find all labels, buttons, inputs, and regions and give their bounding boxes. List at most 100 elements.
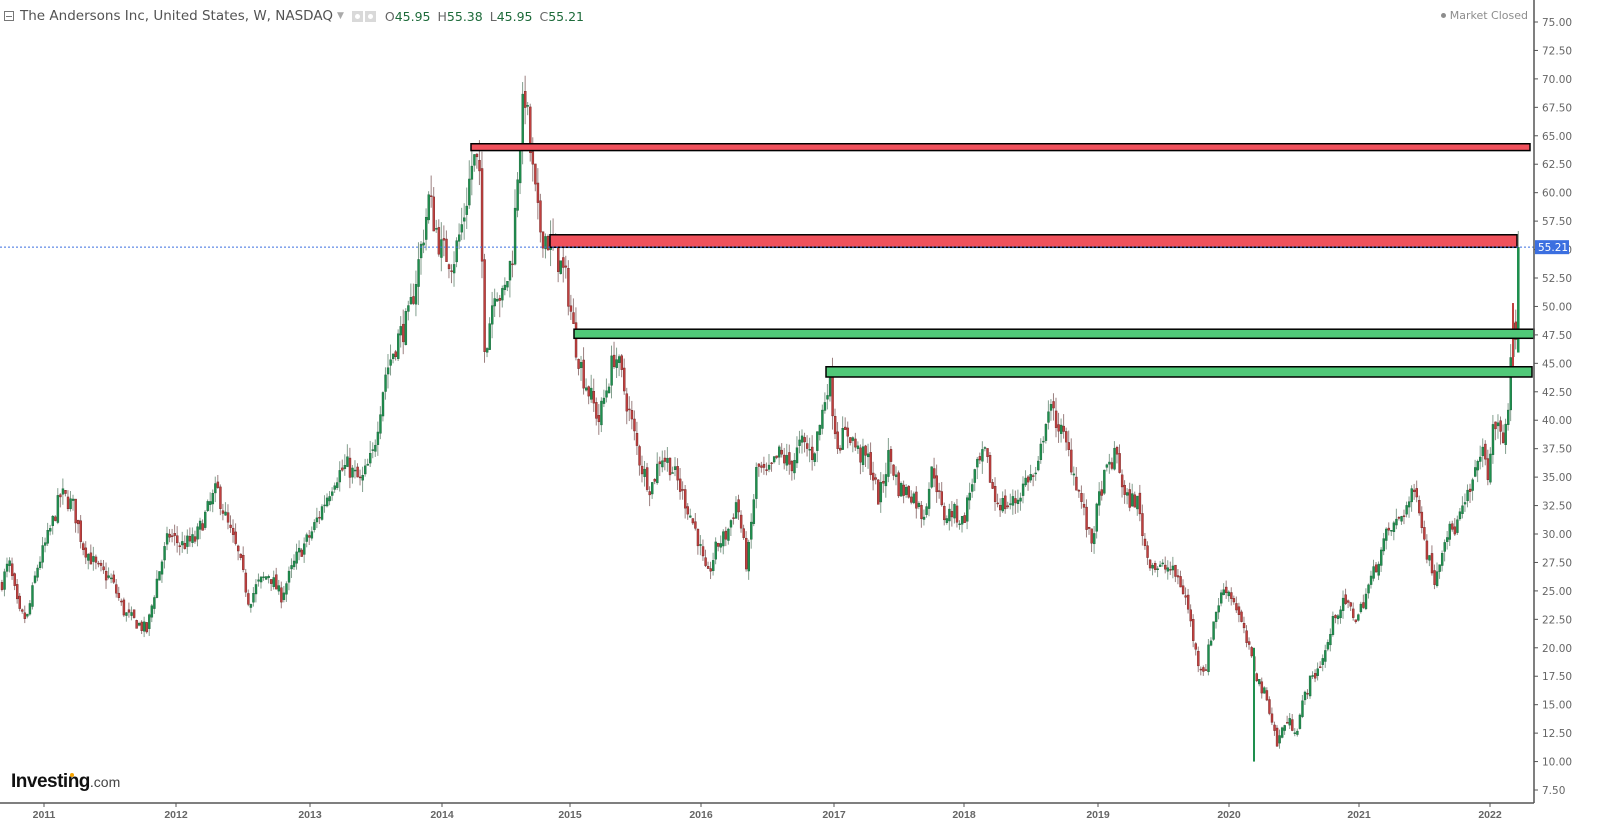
candle <box>66 490 70 512</box>
candle <box>595 397 598 426</box>
candle <box>663 450 667 471</box>
visibility-icon[interactable] <box>351 10 363 22</box>
year-tick-label: 2011 <box>33 809 56 821</box>
candle <box>186 529 189 554</box>
close-label: C <box>539 8 549 24</box>
candle <box>445 230 448 262</box>
candle <box>1486 449 1490 486</box>
last-price-badge <box>1535 240 1569 255</box>
candle <box>308 530 311 546</box>
candle <box>1217 598 1220 620</box>
candle <box>653 478 656 485</box>
candle <box>386 354 390 389</box>
price-tick-label: 45.00 <box>1542 358 1572 370</box>
candle <box>389 344 392 376</box>
candle <box>112 570 115 584</box>
candle <box>475 153 479 169</box>
chevron-down-icon[interactable]: ▼ <box>336 11 344 21</box>
candle <box>747 539 750 580</box>
candle <box>943 502 946 526</box>
collapse-icon[interactable] <box>4 11 14 21</box>
candle <box>564 255 568 279</box>
candle <box>89 544 93 565</box>
candle <box>1232 595 1236 605</box>
candle <box>343 454 347 476</box>
price-tick-label: 15.00 <box>1542 700 1572 712</box>
candle <box>1184 587 1187 605</box>
candle <box>18 593 21 612</box>
candle <box>33 571 37 585</box>
candle <box>1354 619 1358 624</box>
candle <box>437 219 441 257</box>
price-axis[interactable]: 75.00 72.50 70.00 67.50 65.00 62.50 60.00 57.50… <box>1533 0 1572 803</box>
candle <box>234 523 237 546</box>
candle <box>1499 416 1502 445</box>
candle <box>1194 642 1198 656</box>
candle <box>348 447 352 489</box>
candle <box>917 501 921 510</box>
candle <box>790 459 794 481</box>
candle <box>61 478 65 505</box>
candle <box>976 456 979 480</box>
candle <box>463 203 466 240</box>
candle <box>1047 400 1050 430</box>
candle <box>1339 605 1342 624</box>
candle <box>739 510 743 533</box>
candle <box>757 463 761 477</box>
candle <box>1397 516 1401 521</box>
year-tick-label: 2014 <box>430 809 454 821</box>
resistance-zone[interactable] <box>470 142 1531 152</box>
candle <box>150 604 154 623</box>
candle <box>206 499 209 512</box>
support-zone[interactable] <box>825 366 1533 378</box>
support-zone[interactable] <box>573 328 1535 340</box>
candle <box>630 400 634 430</box>
price-tick-label: 20.00 <box>1542 643 1572 655</box>
drawn-zones[interactable] <box>470 142 1535 378</box>
candle <box>518 143 522 195</box>
candle <box>511 250 514 278</box>
candle <box>1181 579 1185 595</box>
candle <box>836 422 839 455</box>
candle <box>1303 690 1307 705</box>
candle <box>237 544 240 561</box>
candle <box>376 421 380 456</box>
candle <box>557 242 560 283</box>
year-tick-label: 2016 <box>689 809 713 821</box>
candle <box>717 542 720 552</box>
candle <box>79 515 82 549</box>
candle <box>1131 483 1134 507</box>
candle <box>315 507 319 529</box>
candle <box>727 527 730 545</box>
candle <box>772 456 776 464</box>
candle <box>364 458 367 477</box>
candle <box>239 553 242 561</box>
candle <box>331 487 334 501</box>
candle <box>254 579 258 603</box>
candle <box>1133 491 1137 508</box>
candle <box>1204 664 1208 671</box>
candle <box>1367 583 1370 599</box>
candle <box>1113 441 1116 471</box>
time-axis[interactable]: 2011 2012 2013 2014 2015 2016 2017 2018 2019 2020… <box>0 802 1534 821</box>
candle <box>1179 570 1182 588</box>
candle <box>351 465 354 484</box>
candle <box>605 378 608 403</box>
price-tick-label: 25.00 <box>1542 586 1572 598</box>
candle <box>1006 501 1010 510</box>
candle <box>503 277 507 296</box>
candle <box>986 448 989 463</box>
candle <box>869 442 872 480</box>
resistance-zone[interactable] <box>549 234 1518 249</box>
candle <box>1146 541 1149 565</box>
candle <box>841 416 844 450</box>
candle <box>1049 399 1053 421</box>
candle <box>1085 499 1088 538</box>
candle <box>767 454 771 473</box>
candle <box>1138 484 1142 522</box>
candle <box>470 149 474 196</box>
price-tick-label: 65.00 <box>1542 131 1572 143</box>
candle <box>1126 488 1129 505</box>
gear-icon[interactable] <box>364 10 376 22</box>
